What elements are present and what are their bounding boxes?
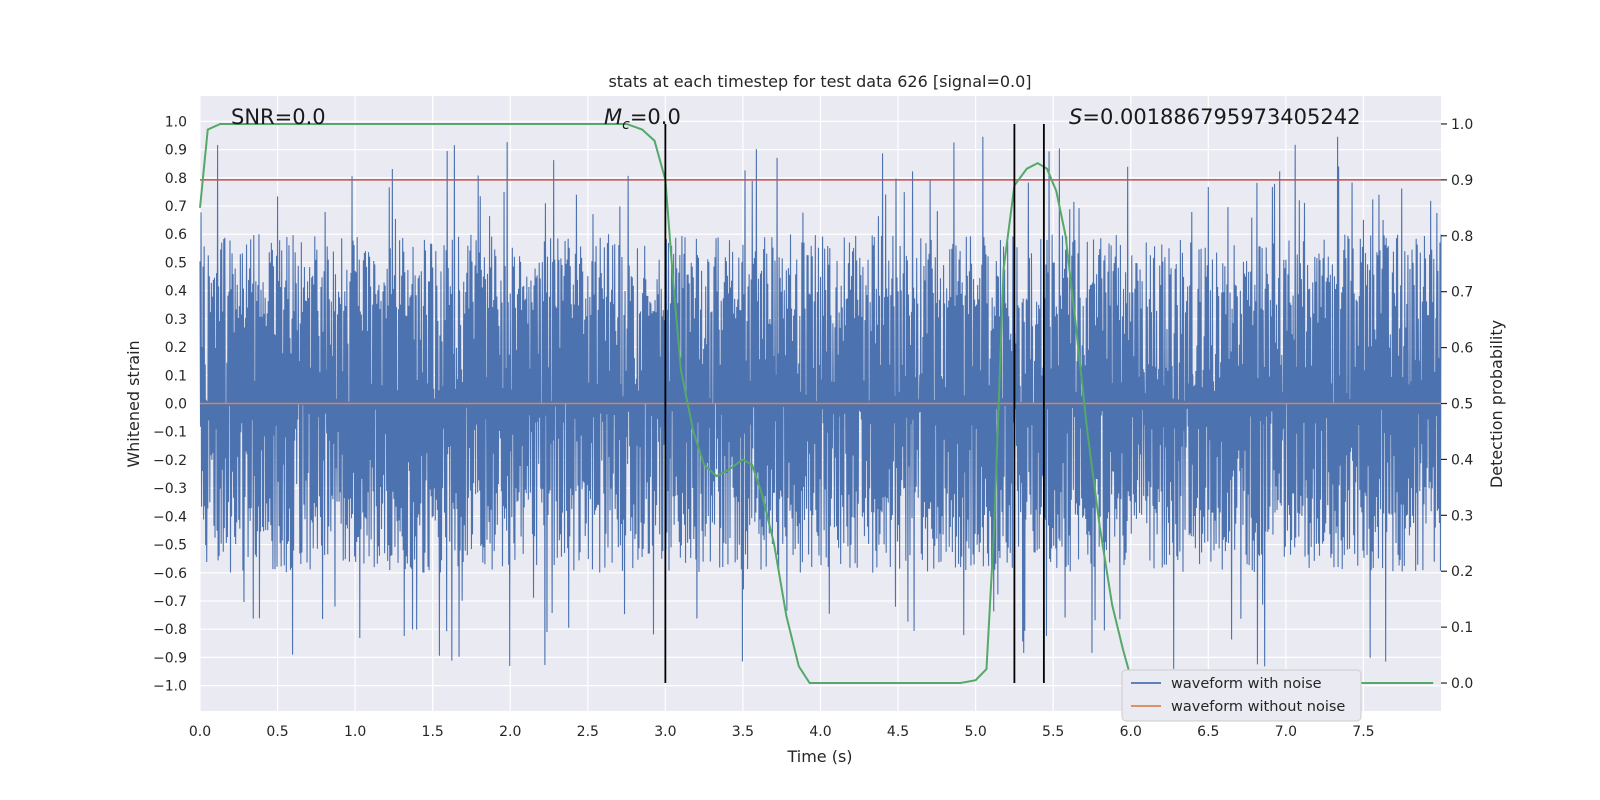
y-tick-label: 0.0	[165, 397, 187, 413]
y-axis-label: Whitened strain	[124, 340, 143, 467]
s-value: =0.001886795973405242	[1082, 105, 1360, 129]
legend: waveform with noise waveform without noi…	[1121, 669, 1362, 722]
x-tick-label: 1.5	[422, 724, 444, 740]
y-tick-label: 0.1	[165, 368, 187, 384]
y2-tick-label: 0.1	[1451, 620, 1473, 636]
y-axis-ticks: 1.0 0.9 0.8 0.7 0.6 0.5 0.4 0.3 0.2 0.1 0.0 −0.1 −0.…	[153, 114, 187, 694]
detection-probability-line	[199, 122, 1434, 685]
mc-value: =0.0	[630, 105, 681, 129]
x-tick-label: 0.5	[266, 724, 288, 740]
y-tick-label: −0.3	[153, 481, 187, 497]
y2-tick-label: 0.3	[1451, 508, 1473, 524]
mc-subscript: c	[622, 117, 630, 133]
y-tick-label: −0.4	[153, 509, 187, 525]
x-tick-label: 1.0	[344, 724, 366, 740]
x-tick-label: 0.0	[189, 724, 211, 740]
legend-box	[1121, 669, 1362, 722]
y-tick-label: 0.6	[165, 227, 187, 243]
x-axis-ticks: 0.0 0.5 1.0 1.5 2.0 2.5 3.0 3.5 4.0 4.5 5.0 5.5 6.0 6…	[189, 724, 1375, 740]
y2-tick-label: 0.4	[1451, 452, 1473, 468]
x-tick-label: 6.5	[1197, 724, 1219, 740]
y-tick-label: 0.9	[165, 143, 187, 159]
y-tick-label: 0.5	[165, 255, 187, 271]
mc-symbol: M	[604, 105, 622, 129]
s-symbol: S	[1069, 105, 1082, 129]
y2-tick-label: 1.0	[1451, 117, 1473, 133]
x-tick-label: 4.0	[809, 724, 831, 740]
y-tick-label: 1.0	[165, 114, 187, 130]
y-tick-label: 0.3	[165, 312, 187, 328]
x-tick-label: 6.0	[1120, 724, 1142, 740]
x-tick-label: 3.5	[732, 724, 754, 740]
y-tick-label: −0.5	[153, 538, 187, 554]
y-tick-label: −0.7	[153, 594, 187, 610]
noise-waveform-line	[199, 136, 1442, 669]
y2-tick-label: 0.6	[1451, 341, 1473, 357]
y2-tick-label: 0.8	[1451, 229, 1473, 245]
y2-tick-label: 0.7	[1451, 285, 1473, 301]
legend-label-clean: waveform without noise	[1171, 699, 1345, 715]
mc-annotation: Mc=0.0	[604, 105, 681, 133]
x-tick-label: 2.5	[577, 724, 599, 740]
noise-waveform-series	[199, 136, 1442, 669]
y2-axis-label: Detection probability	[1487, 320, 1506, 488]
y-tick-label: −0.1	[153, 425, 187, 441]
chart-title: stats at each timestep for test data 626…	[608, 72, 1031, 91]
y-tick-label: −0.9	[153, 650, 187, 666]
x-tick-label: 7.5	[1352, 724, 1374, 740]
y-tick-label: −0.6	[153, 566, 187, 582]
x-tick-label: 2.0	[499, 724, 521, 740]
y2-tick-label: 0.2	[1451, 564, 1473, 580]
y-tick-label: −0.2	[153, 453, 187, 469]
y-tick-label: 0.7	[165, 199, 187, 215]
snr-annotation: SNR=0.0	[231, 105, 326, 129]
x-tick-label: 5.0	[964, 724, 986, 740]
x-axis-label: Time (s)	[786, 747, 852, 766]
y-tick-label: −0.8	[153, 622, 187, 638]
x-tick-label: 5.5	[1042, 724, 1064, 740]
y2-tick-label: 0.0	[1451, 676, 1473, 692]
s-annotation: S=0.001886795973405242	[1069, 105, 1360, 129]
legend-label-noise: waveform with noise	[1171, 676, 1322, 692]
y-tick-label: 0.4	[165, 284, 187, 300]
y-tick-label: −1.0	[153, 679, 187, 695]
x-tick-label: 3.0	[654, 724, 676, 740]
y2-axis-ticks: 1.0 0.9 0.8 0.7 0.6 0.5 0.4 0.3 0.2 0.1 0.0	[1441, 117, 1473, 692]
y2-tick-label: 0.5	[1451, 397, 1473, 413]
y-tick-label: 0.2	[165, 340, 187, 356]
x-tick-label: 4.5	[887, 724, 909, 740]
vertical-marker-lines	[664, 123, 1045, 684]
y-tick-label: 0.8	[165, 171, 187, 187]
x-tick-label: 7.0	[1275, 724, 1297, 740]
y2-tick-label: 0.9	[1451, 173, 1473, 189]
